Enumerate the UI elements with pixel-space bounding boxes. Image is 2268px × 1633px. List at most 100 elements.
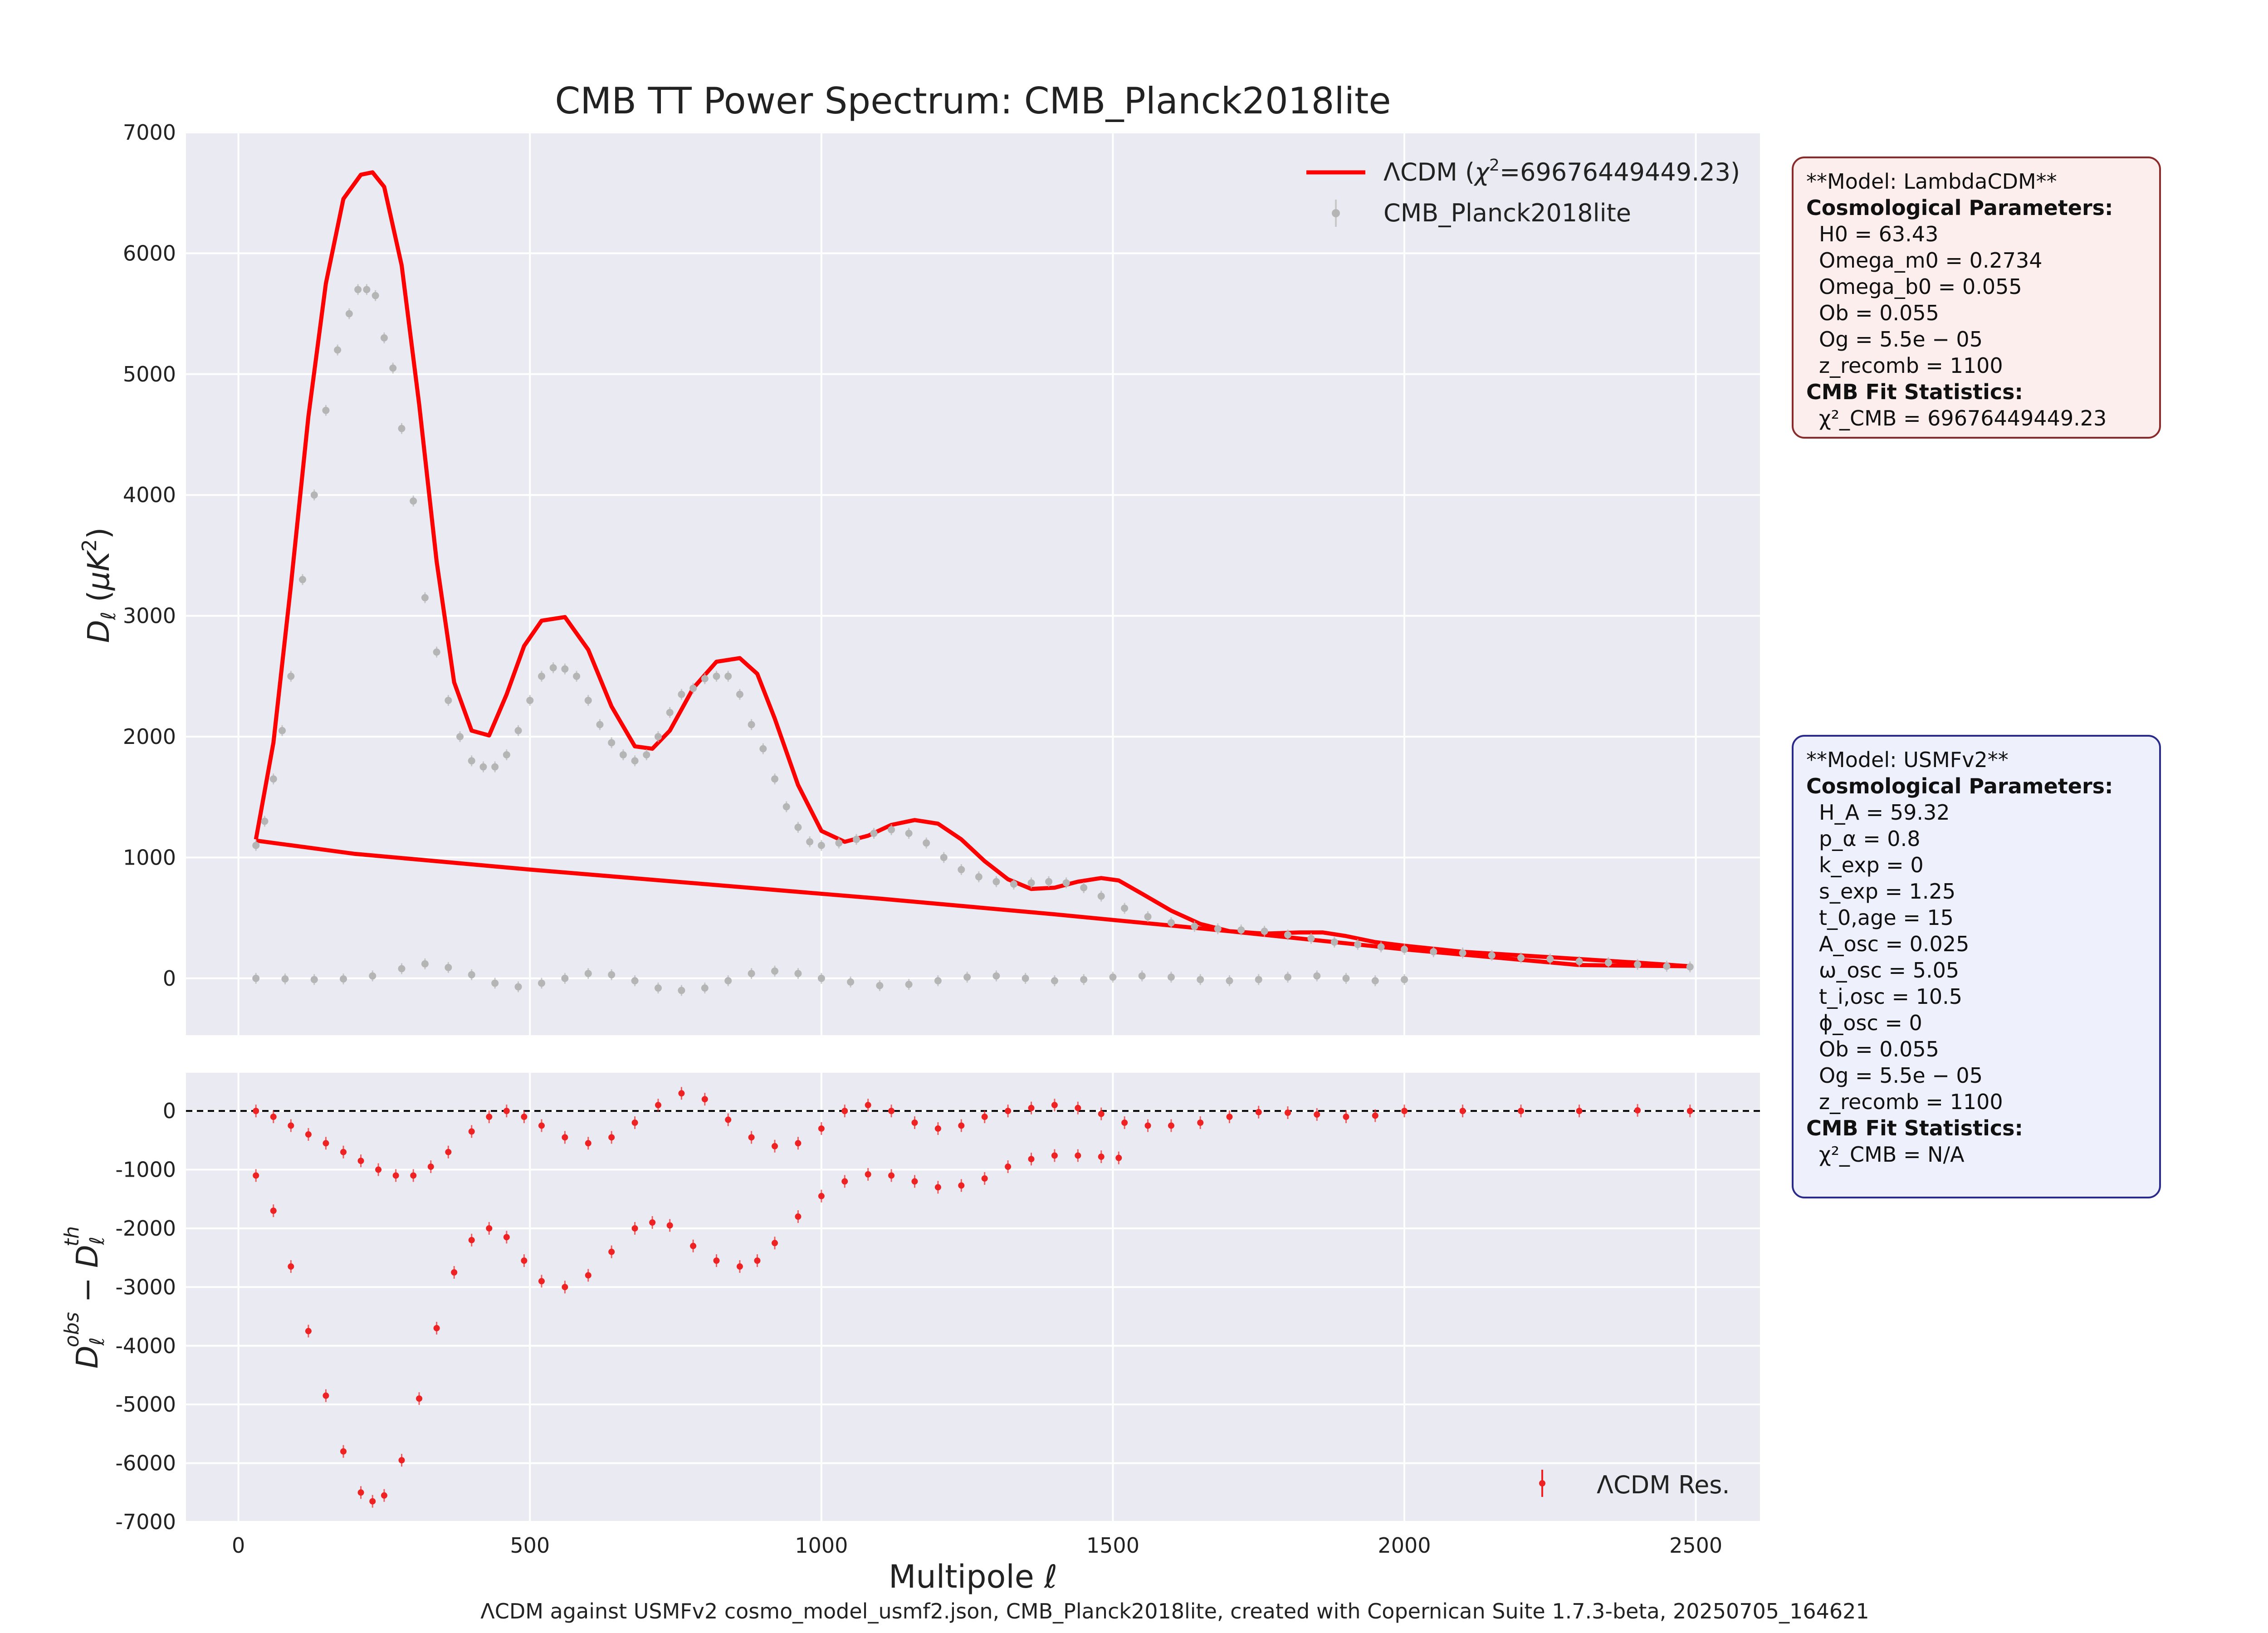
data-point	[1401, 945, 1408, 953]
residual-point	[934, 1184, 941, 1191]
spectrum-y-axis-label: Dℓ (μK2)	[78, 528, 120, 643]
data-point	[963, 973, 971, 981]
spectrum-ticks: 0 1000 2000 3000 4000 5000 6000 7000	[123, 120, 176, 991]
residual-point	[398, 1457, 405, 1464]
residual-point	[1459, 1108, 1466, 1115]
residual-point	[416, 1395, 423, 1402]
data-point	[538, 672, 545, 680]
residual-point	[631, 1225, 638, 1232]
lcdm-info-box: **Model: LambdaCDM** Cosmological Parame…	[1792, 156, 2161, 439]
residual-point	[538, 1122, 545, 1129]
data-point	[1313, 972, 1321, 980]
data-point	[1226, 977, 1233, 985]
residual-point	[725, 1116, 732, 1123]
data-point	[363, 286, 371, 293]
data-point	[538, 979, 545, 987]
residual-point	[468, 1237, 475, 1243]
residual-point	[958, 1182, 965, 1189]
data-point	[252, 974, 260, 982]
data-point	[701, 675, 709, 683]
residual-point	[1197, 1120, 1204, 1126]
usmf-param: Og = 5.5e − 05	[1819, 1063, 1983, 1088]
data-point	[1575, 958, 1583, 965]
data-point	[491, 979, 499, 987]
data-point	[934, 977, 942, 985]
data-point	[1354, 941, 1362, 949]
usmf-param: k_exp = 0	[1819, 853, 1924, 877]
data-point	[369, 972, 376, 980]
usmf-param: t_0,age = 15	[1819, 905, 1954, 930]
residual-point	[666, 1222, 673, 1229]
data-point	[1284, 931, 1291, 939]
spectrum-legend: ΛCDM (χ2=69676449449.23) CMB_Planck2018l…	[1306, 156, 1740, 227]
data-point	[724, 977, 732, 985]
data-point	[1045, 878, 1053, 885]
residuals-legend: ΛCDM Res.	[1539, 1470, 1730, 1499]
x-tick-label: 500	[510, 1533, 550, 1558]
residual-point	[288, 1263, 294, 1270]
legend-data-label: CMB_Planck2018lite	[1383, 199, 1631, 227]
residual-point	[270, 1208, 277, 1214]
residual-point	[841, 1108, 848, 1115]
residual-point	[754, 1257, 761, 1264]
data-point	[1459, 949, 1466, 957]
data-point	[794, 970, 802, 978]
residual-point	[585, 1140, 591, 1147]
residual-point	[1144, 1122, 1151, 1129]
residual-point	[748, 1134, 755, 1141]
data-point	[1488, 952, 1496, 959]
lcdm-params-title: Cosmological Parameters:	[1806, 196, 2113, 220]
data-point	[503, 751, 510, 758]
residual-point	[562, 1284, 568, 1291]
x-axis-label: Multipole ℓ	[889, 1558, 1057, 1595]
data-point	[678, 987, 685, 994]
legend-lcdm-label: ΛCDM (χ2=69676449449.23)	[1383, 156, 1740, 186]
data-point	[526, 697, 534, 704]
data-point	[888, 826, 895, 834]
residual-point	[736, 1263, 743, 1270]
usmf-header: **Model: USMFv2**	[1806, 748, 2009, 772]
data-point	[619, 751, 627, 758]
residual-point	[1518, 1108, 1525, 1115]
residual-point	[1051, 1152, 1058, 1159]
residual-point	[1401, 1108, 1408, 1115]
data-point	[1546, 955, 1554, 963]
residual-point	[701, 1096, 708, 1103]
data-point	[1401, 976, 1408, 983]
residuals-marks	[186, 1087, 1760, 1508]
data-point	[806, 838, 814, 846]
residual-point	[1075, 1152, 1081, 1159]
lcdm-param: Og = 5.5e − 05	[1819, 327, 1983, 352]
data-point	[281, 975, 289, 983]
data-point	[1330, 938, 1338, 946]
residual-point	[392, 1172, 399, 1179]
data-point	[269, 775, 277, 783]
lcdm-param: H0 = 63.43	[1819, 222, 1939, 246]
residual-point	[1285, 1110, 1291, 1116]
data-point	[561, 665, 569, 673]
residual-point	[1098, 1110, 1105, 1117]
residual-point	[538, 1278, 545, 1285]
residuals-ticks: 0 500 1000 1500 2000 2500 -7000 -6000 -5000 -4000…	[115, 1099, 1722, 1558]
residual-point	[503, 1234, 510, 1241]
data-point	[782, 803, 790, 811]
residual-point	[1098, 1154, 1105, 1160]
residual-point	[1576, 1108, 1583, 1115]
residual-point	[323, 1392, 329, 1399]
data-point	[1663, 963, 1671, 970]
residual-point	[1314, 1111, 1320, 1118]
data-point	[759, 745, 767, 753]
usmf-params-title: Cosmological Parameters:	[1806, 774, 2113, 798]
data-point	[398, 425, 406, 432]
residual-point	[1028, 1156, 1035, 1163]
lcdm-fit-title: CMB Fit Statistics:	[1806, 380, 2023, 404]
data-point	[1686, 963, 1694, 971]
data-point	[340, 975, 347, 983]
data-point	[584, 970, 592, 978]
y-tick-label: 0	[163, 966, 176, 991]
data-point	[1342, 974, 1350, 982]
data-point	[713, 672, 720, 680]
residual-point	[381, 1492, 387, 1499]
residual-point	[253, 1108, 259, 1115]
model-curve	[254, 170, 1692, 968]
